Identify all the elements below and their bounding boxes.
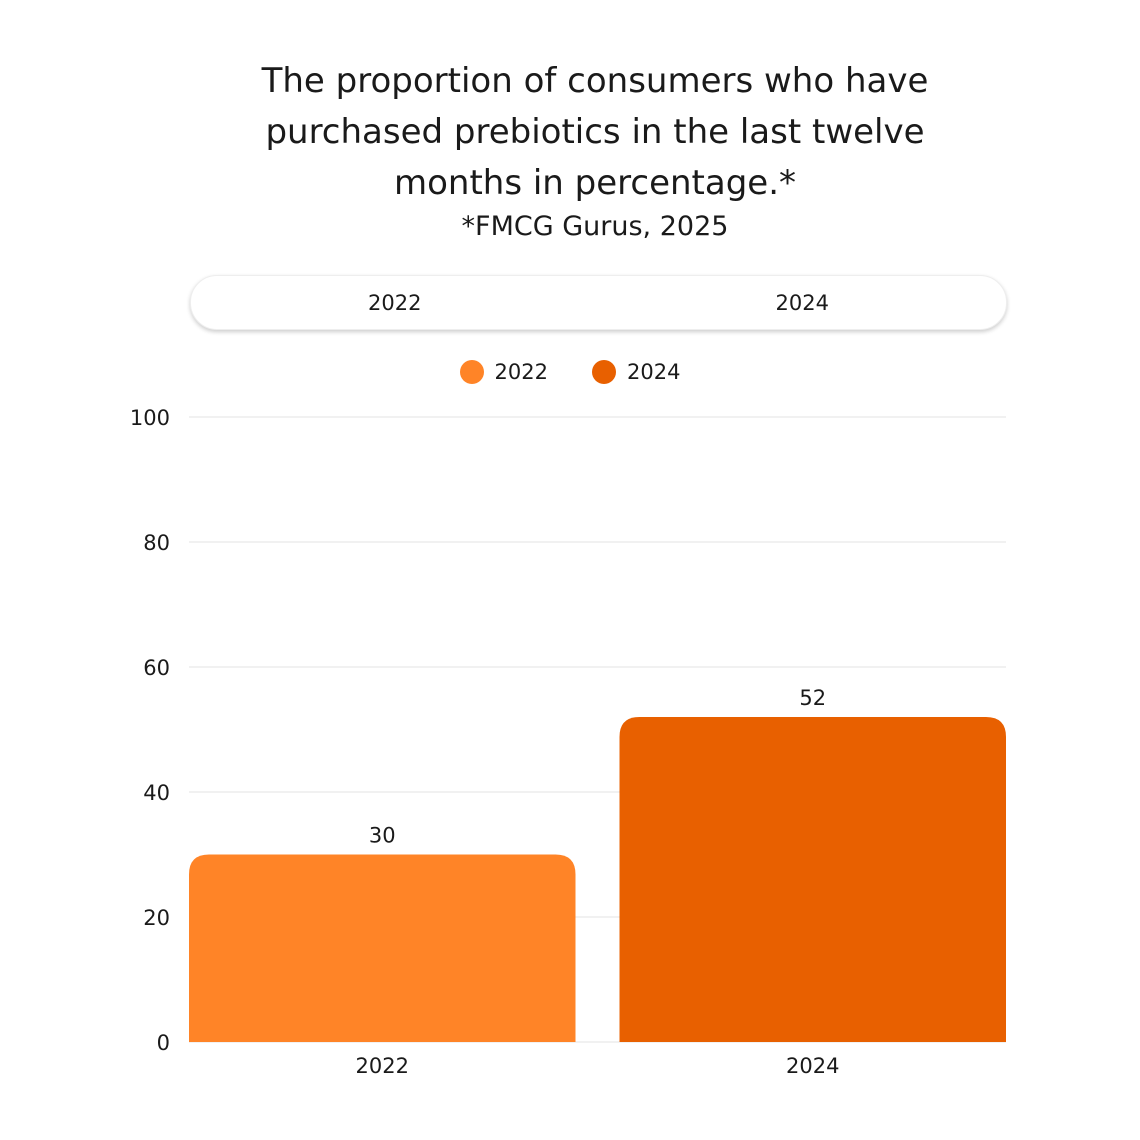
- y-tick-label: 80: [143, 531, 170, 555]
- legend-label: 2022: [494, 360, 548, 384]
- y-tick-label: 20: [143, 906, 170, 930]
- y-tick-label: 100: [130, 406, 170, 430]
- data-label: 30: [369, 824, 396, 848]
- legend-swatch-2024: [592, 360, 616, 384]
- legend-item-2024[interactable]: 2024: [592, 360, 680, 384]
- tab-2024[interactable]: 2024: [775, 290, 829, 315]
- x-tick-label: 2022: [356, 1054, 409, 1078]
- y-tick-label: 60: [143, 656, 170, 680]
- tab-2022[interactable]: 2022: [368, 290, 422, 315]
- bar-2024: [619, 717, 1006, 1042]
- legend: 2022 2024: [0, 360, 1140, 384]
- y-tick-label: 40: [143, 781, 170, 805]
- bar-2022: [189, 854, 576, 1042]
- data-label: 52: [799, 686, 826, 710]
- legend-label: 2024: [627, 360, 681, 384]
- x-tick-label: 2024: [786, 1054, 839, 1078]
- y-tick-label: 0: [157, 1031, 170, 1055]
- chart-subtitle: *FMCG Gurus, 2025: [461, 211, 729, 242]
- legend-item-2022[interactable]: 2022: [459, 360, 548, 384]
- chart-title: The proportion of consumers who have pur…: [261, 61, 929, 203]
- year-tabs: 2022 2024: [190, 275, 1007, 330]
- legend-swatch-2022: [459, 360, 484, 384]
